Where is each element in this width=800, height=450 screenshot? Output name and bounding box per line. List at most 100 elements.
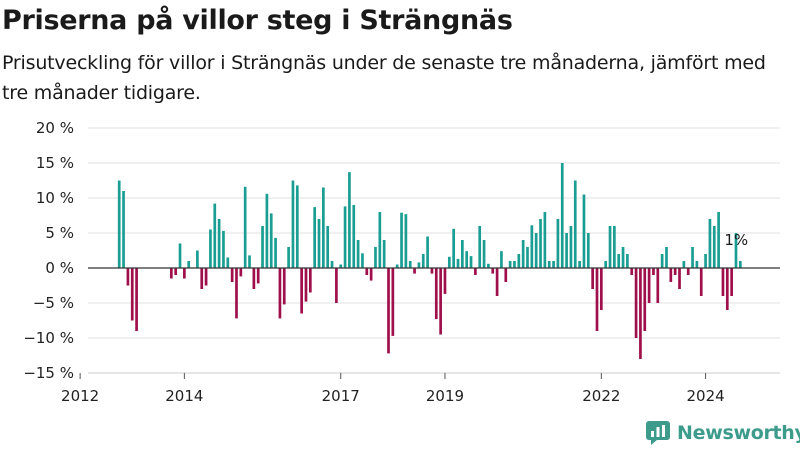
y-tick-label: 5 %	[45, 224, 74, 242]
bar	[391, 268, 395, 336]
bar	[513, 261, 516, 268]
bar	[452, 228, 455, 268]
bar	[335, 268, 338, 303]
bar	[652, 268, 655, 275]
bar	[252, 268, 256, 289]
bar	[178, 243, 182, 268]
x-tick-label: 2012	[61, 387, 99, 405]
chart-subtitle: Prisutveckling för villor i Strängnäs un…	[2, 52, 766, 104]
bar	[374, 247, 377, 268]
y-tick-label: −5 %	[33, 294, 74, 312]
bar	[395, 264, 399, 268]
bar	[456, 258, 460, 268]
bar	[122, 191, 125, 268]
bar	[291, 180, 295, 268]
bar	[508, 261, 512, 268]
bar	[378, 212, 382, 268]
bar	[699, 268, 703, 296]
bar	[300, 268, 303, 314]
x-tick-label: 2024	[686, 387, 724, 405]
bar	[187, 261, 191, 268]
bar	[278, 268, 282, 319]
bar	[239, 268, 243, 277]
bar	[678, 268, 681, 289]
x-tick-label: 2022	[582, 387, 620, 405]
bar	[517, 254, 521, 268]
bar	[361, 253, 364, 268]
bar	[730, 268, 733, 296]
x-tick-label: 2017	[322, 387, 360, 405]
bar	[465, 251, 469, 268]
bar	[669, 268, 673, 282]
bar	[604, 261, 608, 268]
bar	[417, 262, 421, 268]
bar	[126, 268, 130, 286]
bar	[621, 247, 625, 268]
bar	[209, 229, 212, 268]
bar	[495, 268, 499, 296]
bar	[313, 207, 317, 268]
bar	[222, 230, 225, 268]
x-tick-label: 2014	[165, 387, 203, 405]
bar	[673, 268, 677, 275]
bar	[317, 219, 321, 268]
y-tick-label: 20 %	[36, 119, 74, 137]
bar	[686, 268, 690, 275]
bar	[408, 261, 412, 268]
bar	[356, 240, 360, 268]
bar	[434, 268, 438, 320]
bar	[691, 247, 694, 268]
bar	[369, 268, 373, 281]
bar	[413, 268, 416, 274]
bar	[682, 261, 686, 268]
bar	[282, 268, 286, 305]
x-axis: 2012 2014 2017 2019 2022 2024	[61, 372, 780, 405]
newsworthy-logo-icon	[646, 421, 670, 445]
bar	[339, 264, 343, 268]
bar	[660, 254, 664, 268]
bar	[243, 186, 247, 268]
brand-name: Newsworthy	[677, 422, 800, 444]
bar	[200, 268, 204, 289]
bar	[487, 263, 490, 268]
bar	[439, 268, 442, 335]
bar	[608, 226, 612, 268]
y-tick-label: −10 %	[23, 329, 74, 347]
bar	[630, 268, 634, 275]
bar	[556, 219, 560, 268]
bar	[308, 268, 312, 293]
bar	[504, 268, 508, 282]
bar	[117, 180, 121, 268]
bar	[322, 187, 325, 268]
bar	[704, 254, 707, 268]
bar-chart: 20 %15 %10 %5 %0 %−5 %−10 %−15 % 2012 201…	[23, 119, 780, 405]
bar	[565, 233, 568, 268]
bar	[330, 261, 334, 268]
bar	[530, 225, 534, 268]
bar	[613, 226, 616, 268]
x-tick-label: 2019	[426, 387, 464, 405]
bar	[578, 261, 581, 268]
bar	[461, 240, 464, 268]
bar	[560, 163, 564, 268]
bar	[717, 212, 720, 268]
bar	[387, 268, 390, 354]
bar	[469, 256, 473, 268]
bar	[539, 219, 542, 268]
bar	[135, 268, 138, 331]
bar	[738, 261, 742, 268]
bar	[586, 233, 590, 268]
bar	[443, 268, 447, 294]
bar	[217, 219, 221, 268]
bar	[304, 268, 308, 302]
bar	[573, 180, 577, 268]
bar	[382, 240, 386, 268]
bar	[665, 247, 668, 268]
bar	[474, 268, 477, 275]
bar	[721, 268, 725, 296]
bar	[582, 194, 586, 268]
bar	[647, 268, 651, 303]
bar	[643, 268, 647, 331]
bar	[634, 268, 638, 338]
bar	[656, 268, 660, 303]
